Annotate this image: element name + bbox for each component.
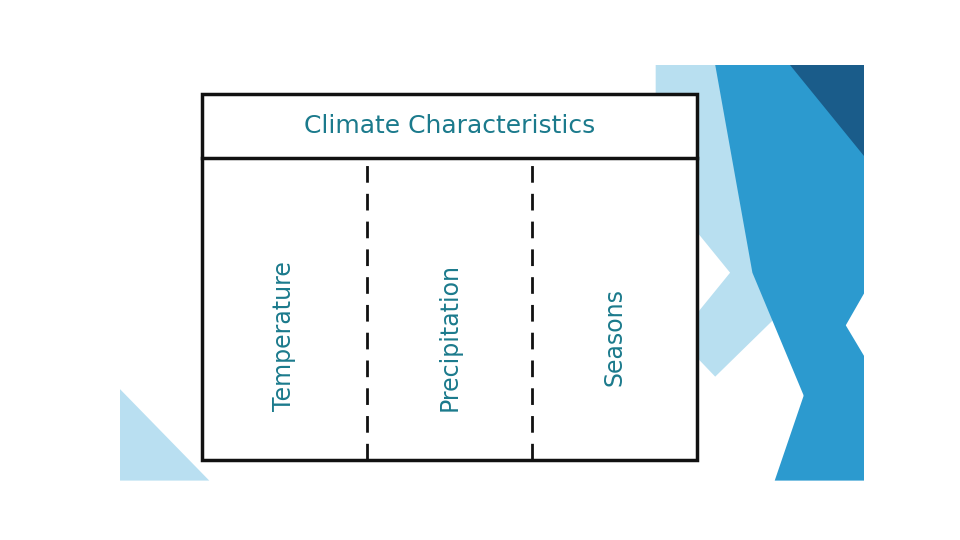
Polygon shape xyxy=(641,198,715,348)
Polygon shape xyxy=(789,65,864,156)
Polygon shape xyxy=(715,65,864,397)
Text: Precipitation: Precipitation xyxy=(437,262,461,410)
Polygon shape xyxy=(120,389,209,481)
Polygon shape xyxy=(656,181,730,364)
Bar xyxy=(202,94,697,460)
Text: Temperature: Temperature xyxy=(273,261,297,411)
Polygon shape xyxy=(775,306,864,481)
Text: Seasons: Seasons xyxy=(602,287,626,386)
Polygon shape xyxy=(656,65,864,377)
Text: Climate Characteristics: Climate Characteristics xyxy=(303,114,595,138)
